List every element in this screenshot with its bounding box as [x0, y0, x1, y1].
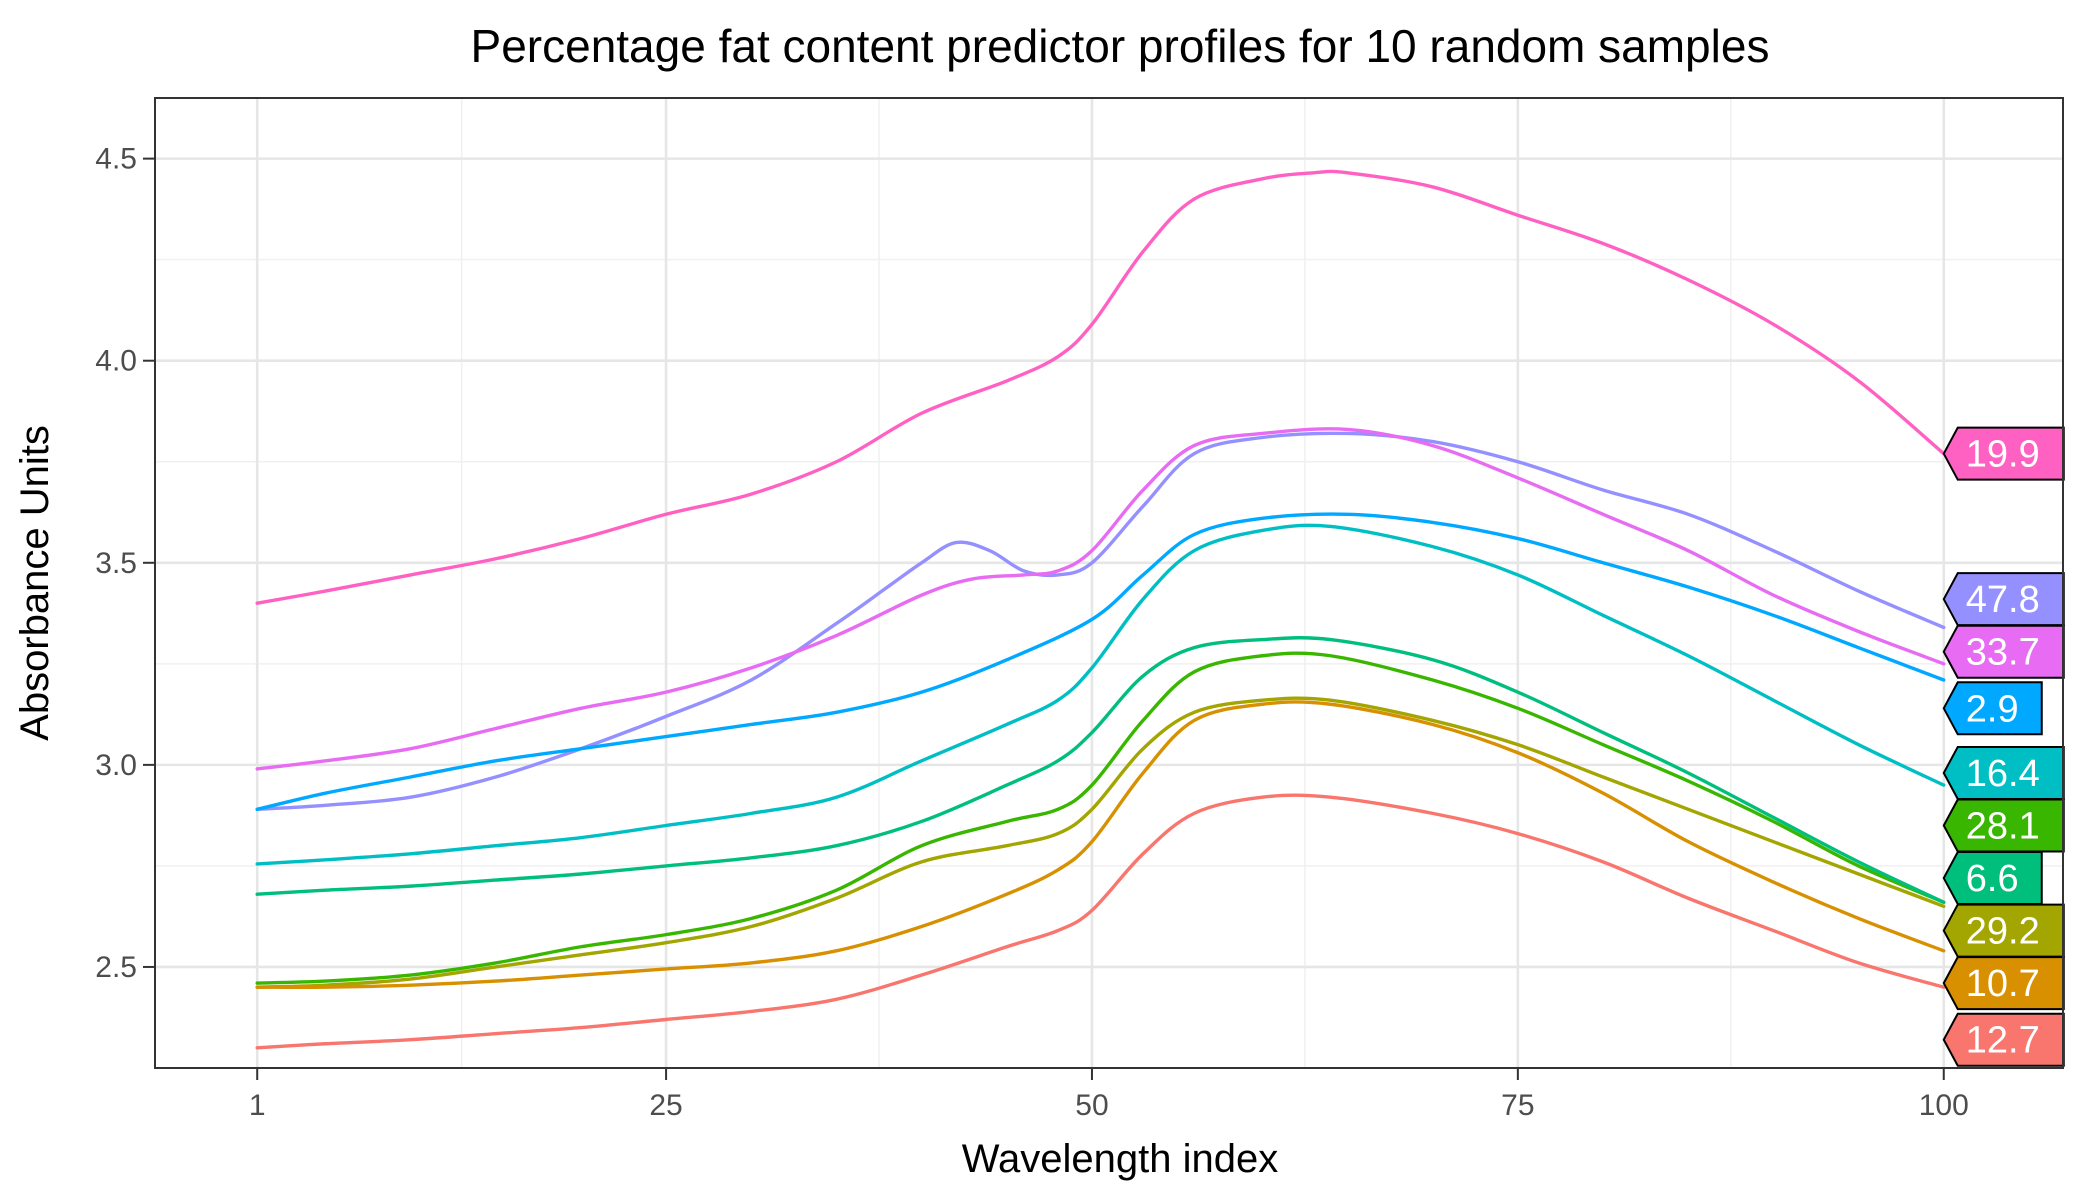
x-tick-label: 100 [1919, 1089, 1969, 1122]
series-line-6-6 [255, 636, 1946, 904]
y-tick-label: 4.0 [95, 345, 137, 378]
end-label-text-28-1: 28.1 [1966, 806, 2040, 848]
end-label-text-33-7: 33.7 [1966, 632, 2040, 674]
end-label-text-19-9: 19.9 [1966, 434, 2040, 476]
end-label-layer: 19.9 47.8 33.7 2.9 16.4 28.1 6.6 29.2 10.7 12.7 [1942, 426, 2065, 1067]
end-label-6-6 [1942, 851, 2043, 906]
series-line-29-2 [255, 696, 1946, 989]
series-line-19-9 [255, 169, 1946, 605]
y-tick-label: 3.5 [95, 547, 137, 580]
plot-border [154, 97, 2064, 1069]
plot-area [155, 98, 2063, 1068]
x-tick-label: 25 [649, 1089, 682, 1122]
end-label-2-9 [1942, 681, 2043, 736]
chart-title: Percentage fat content predictor profile… [471, 20, 1770, 72]
x-tick-label: 50 [1075, 1089, 1108, 1122]
x-tick-label: 75 [1501, 1089, 1534, 1122]
end-label-text-16-4: 16.4 [1966, 753, 2040, 795]
series-line-12-7 [255, 793, 1946, 1050]
series-layer [255, 169, 1946, 1050]
series-line-28-1 [255, 651, 1946, 985]
end-label-text-29-2: 29.2 [1966, 911, 2040, 953]
end-label-text-2-9: 2.9 [1966, 688, 2019, 730]
end-label-text-47-8: 47.8 [1966, 579, 2040, 621]
x-axis-title: Wavelength index [962, 1137, 1278, 1181]
end-label-text-6-6: 6.6 [1966, 858, 2019, 900]
end-label-text-10-7: 10.7 [1966, 963, 2040, 1005]
x-tick-label: 1 [249, 1089, 266, 1122]
y-tick-label: 4.5 [95, 143, 137, 176]
series-line-16-4 [255, 523, 1946, 866]
series-line-10-7 [255, 700, 1946, 990]
end-label-text-12-7: 12.7 [1966, 1020, 2040, 1062]
series-line-33-7 [255, 427, 1946, 771]
y-tick-label: 3.0 [95, 749, 137, 782]
axis-layer: 2.5 3.0 3.5 4.0 4.5 1 25 50 75 100 [95, 143, 1969, 1122]
y-axis-title: Absorbance Units [13, 425, 57, 741]
y-tick-label: 2.5 [95, 951, 137, 984]
series-line-2-9 [255, 512, 1946, 812]
